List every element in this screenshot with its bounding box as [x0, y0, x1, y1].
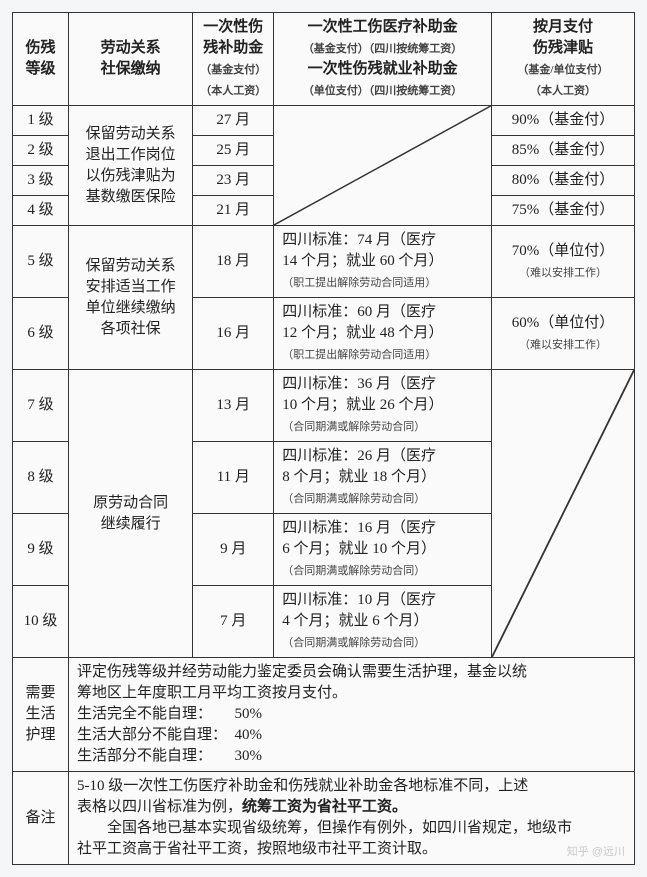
cell-months: 23 月: [193, 166, 274, 196]
watermark: 知乎 @远川: [567, 843, 625, 859]
care-label: 需要 生活 护理: [13, 658, 69, 772]
hdr-lumpsum-s2: （本人工资）: [200, 85, 266, 97]
cell-std: 四川标准：60 月（医疗 12 个月；就业 48 个月） （职工提出解除劳动合同…: [274, 298, 492, 370]
table-row: 5 级 保留劳动关系 安排适当工作 单位继续缴纳 各项社保 18 月 四川标准：…: [13, 226, 635, 298]
cell-allow: 60%（单位付） （难以安排工作）: [491, 298, 634, 370]
hdr-medical-employment: 一次性工伤医疗补助金 （基金支付）（四川按统筹工资） 一次性伤残就业补助金 （单…: [274, 13, 492, 106]
cell-level: 5 级: [13, 226, 69, 298]
cell-empty-diag-g1: [274, 106, 492, 226]
cell-months: 25 月: [193, 136, 274, 166]
cell-level: 6 级: [13, 298, 69, 370]
care-row: 需要 生活 护理 评定伤残等级并经劳动能力鉴定委员会确认需要生活护理，基金以统 …: [13, 658, 635, 772]
cell-months: 27 月: [193, 106, 274, 136]
cell-std: 四川标准：74 月（医疗 14 个月；就业 60 个月） （职工提出解除劳动合同…: [274, 226, 492, 298]
cell-allow: 85%（基金付）: [491, 136, 634, 166]
hdr-ma-s1: （基金/单位支付）: [517, 64, 608, 76]
cell-months: 13 月: [193, 370, 274, 442]
hdr-me-l2: 一次性伤残就业补助金: [308, 61, 458, 77]
hdr-relation-l1: 劳动关系: [101, 40, 161, 56]
cell-allow: 70%（单位付） （难以安排工作）: [491, 226, 634, 298]
hdr-monthly-allow: 按月支付 伤残津贴 （基金/单位支付） （本人工资）: [491, 13, 634, 106]
note-body: 5-10 级一次性工伤医疗补助金和伤残就业补助金各地标准不同，上述 表格以四川省…: [68, 772, 634, 865]
cell-std: 四川标准：26 月（医疗 8 个月；就业 18 个月） （合同期满或解除劳动合同…: [274, 442, 492, 514]
hdr-level-l1: 伤残: [25, 40, 55, 56]
cell-std: 四川标准：10 月（医疗 4 个月；就业 6 个月） （合同期满或解除劳动合同）: [274, 586, 492, 658]
hdr-lumpsum-s1: （基金支付）: [200, 64, 266, 76]
hdr-me-s2: （单位支付）（四川按统筹工资）: [303, 85, 463, 97]
cell-std: 四川标准：16 月（医疗 6 个月；就业 10 个月） （合同期满或解除劳动合同…: [274, 514, 492, 586]
cell-level: 10 级: [13, 586, 69, 658]
hdr-lumpsum-l1: 一次性伤: [203, 19, 263, 35]
hdr-relation: 劳动关系 社保缴纳: [68, 13, 192, 106]
hdr-level-l2: 等级: [25, 61, 55, 77]
cell-level: 4 级: [13, 196, 69, 226]
note-label: 备注: [13, 772, 69, 865]
cell-level: 9 级: [13, 514, 69, 586]
cell-std: 四川标准：36 月（医疗 10 个月；就业 26 个月） （合同期满或解除劳动合…: [274, 370, 492, 442]
disability-compensation-table: 伤残 等级 劳动关系 社保缴纳 一次性伤 残补助金 （基金支付） （本人工资） …: [12, 12, 635, 865]
care-body: 评定伤残等级并经劳动能力鉴定委员会确认需要生活护理，基金以统 筹地区上年度职工月…: [68, 658, 634, 772]
cell-level: 8 级: [13, 442, 69, 514]
hdr-me-s1: （基金支付）（四川按统筹工资）: [303, 43, 463, 55]
cell-months: 18 月: [193, 226, 274, 298]
hdr-ma-l2: 伤残津贴: [533, 40, 593, 56]
cell-relation-g2: 保留劳动关系 安排适当工作 单位继续缴纳 各项社保: [68, 226, 192, 370]
cell-level: 7 级: [13, 370, 69, 442]
cell-allow: 90%（基金付）: [491, 106, 634, 136]
cell-months: 21 月: [193, 196, 274, 226]
cell-level: 1 级: [13, 106, 69, 136]
cell-level: 3 级: [13, 166, 69, 196]
hdr-me-l1: 一次性工伤医疗补助金: [308, 19, 458, 35]
cell-months: 7 月: [193, 586, 274, 658]
cell-months: 9 月: [193, 514, 274, 586]
cell-months: 16 月: [193, 298, 274, 370]
cell-empty-diag-g3: [491, 370, 634, 658]
hdr-lumpsum: 一次性伤 残补助金 （基金支付） （本人工资）: [193, 13, 274, 106]
table-row: 1 级 保留劳动关系 退出工作岗位 以伤残津贴为 基数缴医保险 27 月 90%…: [13, 106, 635, 136]
hdr-level: 伤残 等级: [13, 13, 69, 106]
cell-allow: 80%（基金付）: [491, 166, 634, 196]
cell-level: 2 级: [13, 136, 69, 166]
hdr-relation-l2: 社保缴纳: [101, 61, 161, 77]
cell-relation-g1: 保留劳动关系 退出工作岗位 以伤残津贴为 基数缴医保险: [68, 106, 192, 226]
table-row: 7 级 原劳动合同 继续履行 13 月 四川标准：36 月（医疗 10 个月；就…: [13, 370, 635, 442]
cell-relation-g3: 原劳动合同 继续履行: [68, 370, 192, 658]
note-row: 备注 5-10 级一次性工伤医疗补助金和伤残就业补助金各地标准不同，上述 表格以…: [13, 772, 635, 865]
hdr-ma-l1: 按月支付: [533, 19, 593, 35]
cell-months: 11 月: [193, 442, 274, 514]
hdr-ma-s2: （本人工资）: [530, 85, 596, 97]
header-row: 伤残 等级 劳动关系 社保缴纳 一次性伤 残补助金 （基金支付） （本人工资） …: [13, 13, 635, 106]
hdr-lumpsum-l2: 残补助金: [203, 40, 263, 56]
cell-allow: 75%（基金付）: [491, 196, 634, 226]
